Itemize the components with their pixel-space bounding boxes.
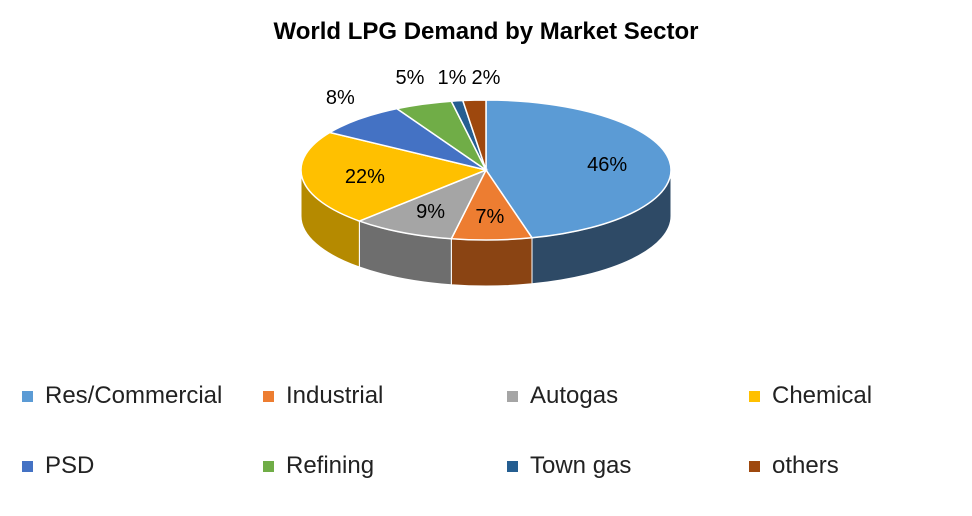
legend-item-res-commercial: Res/Commercial — [22, 382, 222, 410]
legend-swatch-autogas — [507, 390, 518, 402]
legend-label-industrial: Industrial — [286, 382, 384, 409]
legend-item-industrial: Industrial — [263, 382, 383, 410]
legend-item-autogas: Autogas — [507, 382, 618, 410]
legend-swatch-others — [749, 460, 760, 472]
legend-label-autogas: Autogas — [530, 382, 619, 409]
legend-label-refining: Refining — [286, 452, 375, 479]
pie-slice-others — [461, 99, 487, 171]
legend-label-town-gas: Town gas — [530, 452, 632, 479]
legend-item-chemical: Chemical — [749, 382, 872, 410]
pie-slice-res-commercial — [485, 99, 672, 239]
data-label-autogas: 9% — [416, 201, 445, 223]
legend-swatch-res-commercial — [22, 390, 33, 402]
legend-item-refining: Refining — [263, 452, 374, 480]
chart-title: World LPG Demand by Market Sector — [273, 18, 699, 45]
legend-label-others: others — [772, 452, 839, 479]
pie-chart: 46% 7% 9% 22% 8% 5% 1% 2% — [300, 67, 672, 287]
data-label-psd: 8% — [326, 87, 355, 109]
pie-slice-autogas — [357, 168, 488, 240]
data-label-town-gas: 1% — [438, 67, 467, 89]
legend-swatch-psd — [22, 460, 33, 472]
legend-item-psd: PSD — [22, 452, 94, 480]
data-label-res-commercial: 46% — [587, 154, 627, 176]
legend-swatch-industrial — [263, 390, 274, 402]
data-label-refining: 5% — [396, 67, 425, 89]
chart-legend: Res/Commercial Industrial Autogas Chemical P… — [0, 370, 972, 500]
legend-swatch-refining — [263, 460, 274, 472]
data-label-others: 2% — [472, 67, 501, 89]
data-label-chemical: 22% — [345, 166, 385, 188]
legend-item-town-gas: Town gas — [507, 452, 631, 480]
legend-label-psd: PSD — [45, 452, 95, 479]
legend-label-chemical: Chemical — [772, 382, 873, 409]
data-label-industrial: 7% — [475, 206, 504, 228]
pie-slice-psd — [327, 107, 487, 171]
pie-slice-chemical — [300, 131, 489, 222]
pie-side-industrial — [450, 237, 533, 287]
legend-label-res-commercial: Res/Commercial — [45, 382, 223, 409]
legend-item-others: others — [749, 452, 839, 480]
legend-swatch-chemical — [749, 390, 760, 402]
legend-swatch-town-gas — [507, 460, 518, 472]
